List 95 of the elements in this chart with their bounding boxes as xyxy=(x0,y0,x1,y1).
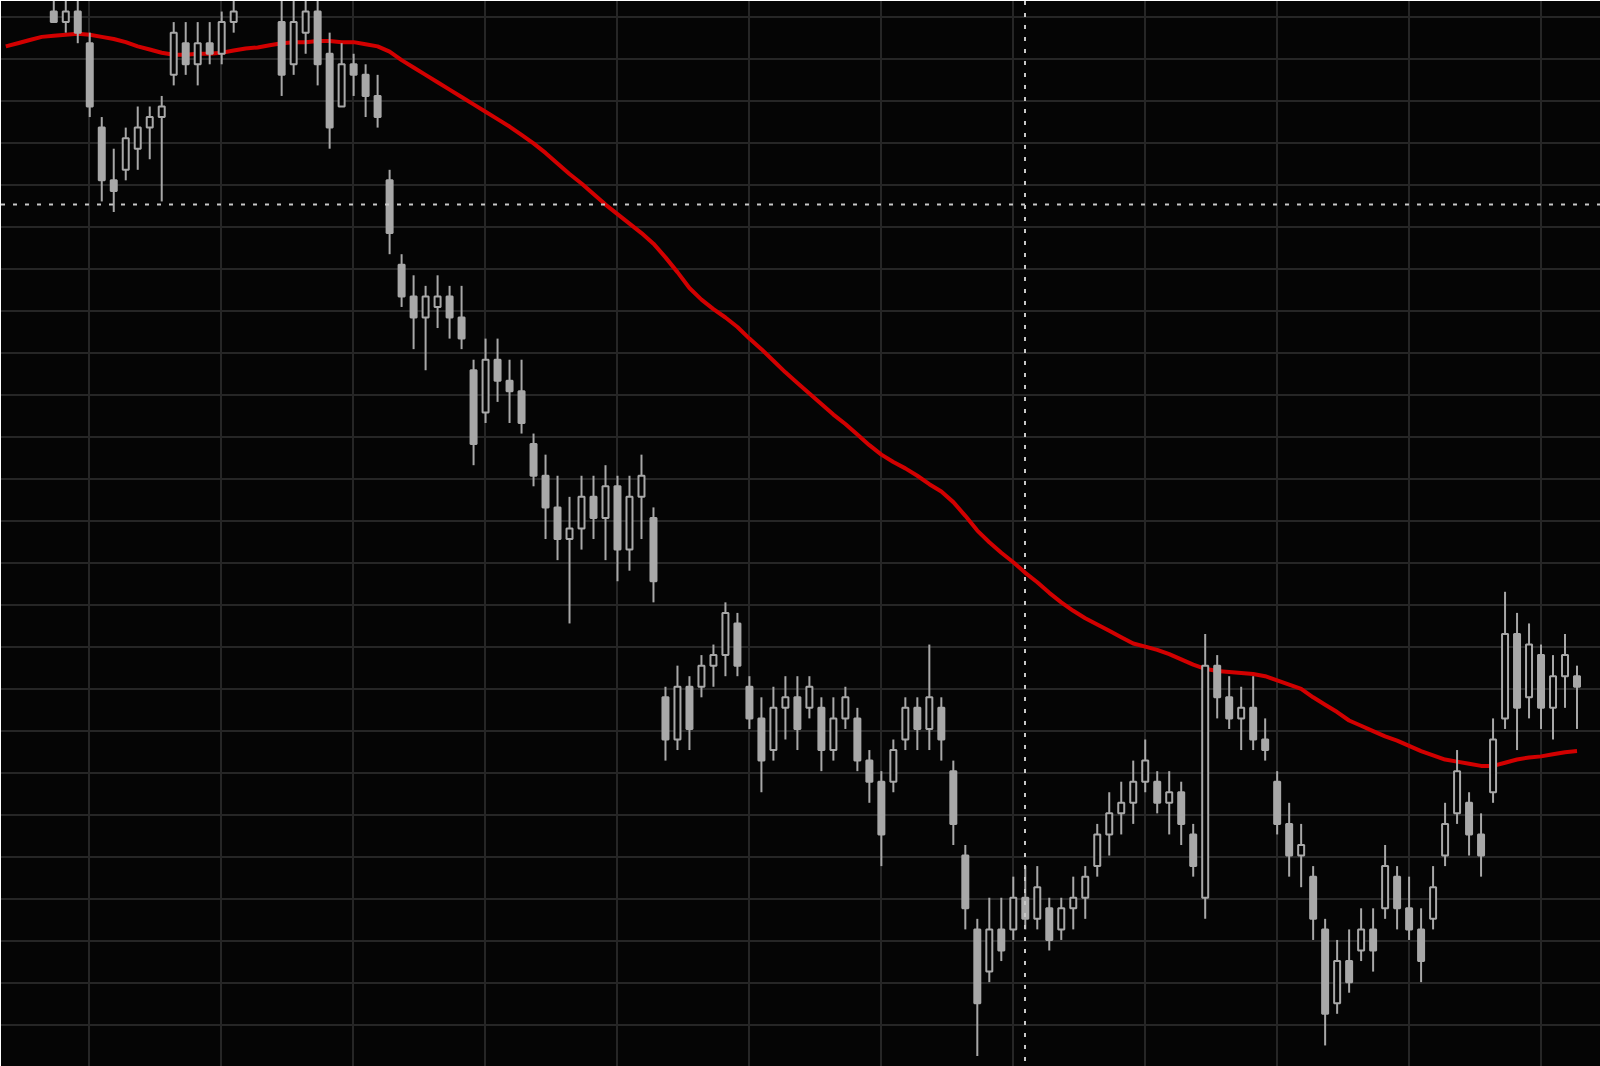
candlestick xyxy=(181,21,190,76)
candlestick xyxy=(109,147,118,213)
candlestick xyxy=(457,284,466,351)
candlestick xyxy=(937,696,946,762)
candlestick xyxy=(913,696,922,752)
candlestick xyxy=(1453,749,1462,825)
candlestick xyxy=(217,10,226,66)
candlestick xyxy=(925,643,934,752)
candlestick xyxy=(493,337,502,403)
candlestick xyxy=(169,21,178,87)
candlestick xyxy=(1357,907,1366,963)
candlestick xyxy=(697,654,706,699)
candlestick xyxy=(1093,822,1102,878)
candlestick xyxy=(1189,822,1198,878)
candlestick xyxy=(1117,780,1126,836)
candlestick xyxy=(769,685,778,762)
candlestick xyxy=(517,358,526,435)
candlestick xyxy=(829,696,838,762)
candlestick xyxy=(409,274,418,351)
candlestick xyxy=(637,453,646,541)
candlestick xyxy=(421,284,430,372)
candlestick xyxy=(1105,791,1114,857)
candlestick xyxy=(337,42,346,108)
candlestick xyxy=(1153,770,1162,815)
candlestick xyxy=(157,94,166,203)
candlestick xyxy=(1549,654,1558,741)
candlestick xyxy=(841,685,850,730)
candlestick xyxy=(433,274,442,330)
candlestick xyxy=(1393,865,1402,931)
candlestick xyxy=(1129,759,1138,825)
candlestick xyxy=(1417,907,1426,984)
candlestick xyxy=(1057,896,1066,941)
candlestick xyxy=(1237,685,1246,752)
candlestick xyxy=(805,675,814,720)
candlestick xyxy=(709,643,718,688)
candlestick xyxy=(781,675,790,741)
candlestick xyxy=(721,601,730,678)
candlestick xyxy=(1045,896,1054,952)
candlestick xyxy=(1285,801,1294,878)
candlestick xyxy=(853,706,862,773)
candlestick xyxy=(565,495,574,625)
candlestick xyxy=(1261,717,1270,762)
candlestick xyxy=(1405,875,1414,941)
candlestick xyxy=(373,73,382,129)
candlestick xyxy=(1069,875,1078,931)
candlestick xyxy=(121,126,130,182)
candlestick xyxy=(1561,633,1570,709)
candlestick xyxy=(1033,865,1042,931)
candlestick xyxy=(577,474,586,551)
candlestick xyxy=(1465,791,1474,857)
candlestick xyxy=(1573,664,1582,730)
candlestick xyxy=(793,675,802,752)
candlestick xyxy=(985,896,994,984)
candlestick xyxy=(1333,938,1342,1015)
candlestick xyxy=(445,284,454,340)
candlestick xyxy=(1381,844,1390,920)
candlestick xyxy=(745,675,754,730)
candlestick xyxy=(1309,865,1318,941)
candlestick xyxy=(1345,928,1354,994)
candlestick xyxy=(505,358,514,424)
candlestick xyxy=(73,1,82,45)
candlestick xyxy=(361,63,370,119)
candlestick xyxy=(133,105,142,171)
candlestick xyxy=(817,696,826,773)
candlestick xyxy=(1297,822,1306,889)
candlestick xyxy=(1177,780,1186,846)
candlestick xyxy=(661,685,670,762)
candlestick xyxy=(553,474,562,562)
candlestick xyxy=(1213,654,1222,720)
candlestick xyxy=(205,21,214,66)
candlestick xyxy=(889,738,898,794)
candlestick xyxy=(1369,907,1378,973)
candlestick xyxy=(349,52,358,97)
candlestick xyxy=(1249,675,1258,752)
candlestick xyxy=(685,675,694,752)
candlestick xyxy=(397,253,406,308)
candlestick xyxy=(529,432,538,488)
candlestick xyxy=(1477,812,1486,878)
candlestick xyxy=(145,105,154,161)
candlestick xyxy=(1165,770,1174,836)
candlestick xyxy=(49,1,58,24)
candlestick xyxy=(1009,875,1018,941)
candlestick xyxy=(1081,865,1090,920)
candlestick xyxy=(1141,738,1150,794)
candlestick xyxy=(865,749,874,804)
candlestick xyxy=(1273,770,1282,836)
candlestick xyxy=(1429,865,1438,931)
candlestick xyxy=(997,896,1006,963)
candlestick xyxy=(733,611,742,678)
candlestick xyxy=(901,696,910,752)
candlestick xyxy=(1441,801,1450,868)
candlestick xyxy=(193,21,202,87)
candlestick xyxy=(757,696,766,794)
candlestick xyxy=(541,453,550,541)
candlestick xyxy=(1225,675,1234,730)
